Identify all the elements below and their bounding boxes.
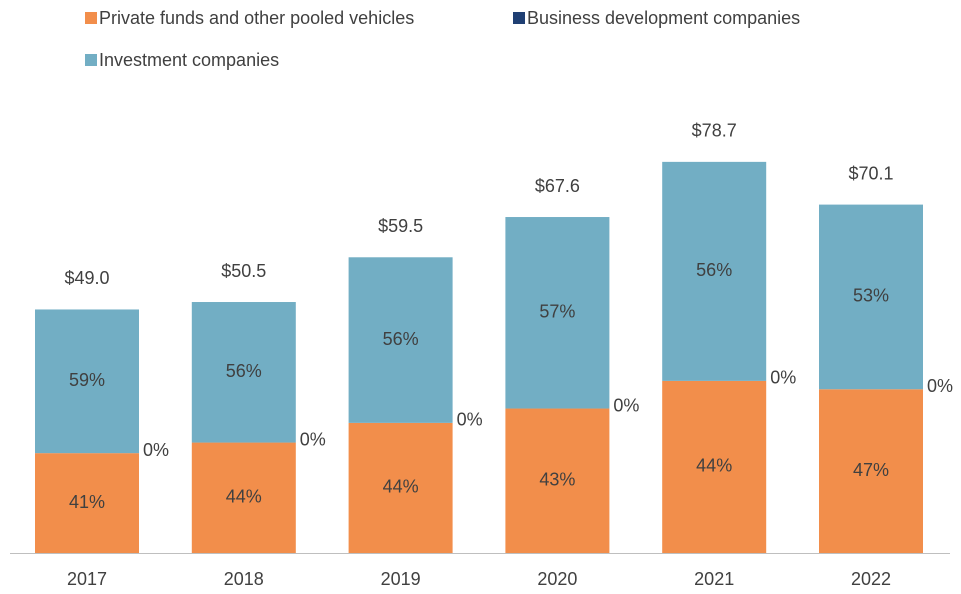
bar-segment xyxy=(662,161,767,381)
data-label: 44% xyxy=(383,477,419,497)
x-tick-label: 2019 xyxy=(381,569,421,589)
data-label: 56% xyxy=(383,329,419,349)
x-tick-label: 2017 xyxy=(67,569,107,589)
total-label: $70.1 xyxy=(848,163,893,183)
legend-label: Private funds and other pooled vehicles xyxy=(99,8,414,28)
x-tick-label: 2022 xyxy=(851,569,891,589)
bar-segment xyxy=(35,453,139,553)
data-label: 0% xyxy=(613,395,639,415)
data-label: 59% xyxy=(69,370,105,390)
legend-swatch xyxy=(85,54,97,66)
data-label: 41% xyxy=(69,492,105,512)
legend-label: Business development companies xyxy=(527,8,800,28)
data-label: 44% xyxy=(696,456,732,476)
total-label: $59.5 xyxy=(378,216,423,236)
x-tick-label: 2020 xyxy=(537,569,577,589)
bar-segment xyxy=(35,309,139,454)
total-label: $49.0 xyxy=(64,268,109,288)
data-label: 0% xyxy=(300,429,326,449)
legend-label: Investment companies xyxy=(99,50,279,70)
data-label: 53% xyxy=(853,286,889,306)
legend-swatch xyxy=(513,12,525,24)
data-label: 44% xyxy=(226,487,262,507)
data-label: 56% xyxy=(696,260,732,280)
bar-segment xyxy=(191,302,296,443)
total-label: $67.6 xyxy=(535,176,580,196)
x-tick-label: 2018 xyxy=(224,569,264,589)
data-label: 0% xyxy=(143,440,169,460)
bar-segment xyxy=(819,204,923,390)
bar-segment xyxy=(191,442,296,553)
data-label: 56% xyxy=(226,361,262,381)
bar-segment xyxy=(662,380,767,553)
data-label: 0% xyxy=(457,410,483,430)
bar-segment xyxy=(348,257,453,423)
bar-segment xyxy=(505,217,610,409)
bar-segment xyxy=(348,422,453,553)
legend-swatch xyxy=(85,12,97,24)
bar-segment xyxy=(505,408,610,553)
total-label: $78.7 xyxy=(692,121,737,141)
x-tick-label: 2021 xyxy=(694,569,734,589)
bar-segment xyxy=(819,389,923,553)
data-label: 47% xyxy=(853,460,889,480)
data-label: 43% xyxy=(539,470,575,490)
data-label: 57% xyxy=(539,302,575,322)
data-label: 0% xyxy=(927,376,953,396)
total-label: $50.5 xyxy=(221,261,266,281)
data-label: 0% xyxy=(770,368,796,388)
